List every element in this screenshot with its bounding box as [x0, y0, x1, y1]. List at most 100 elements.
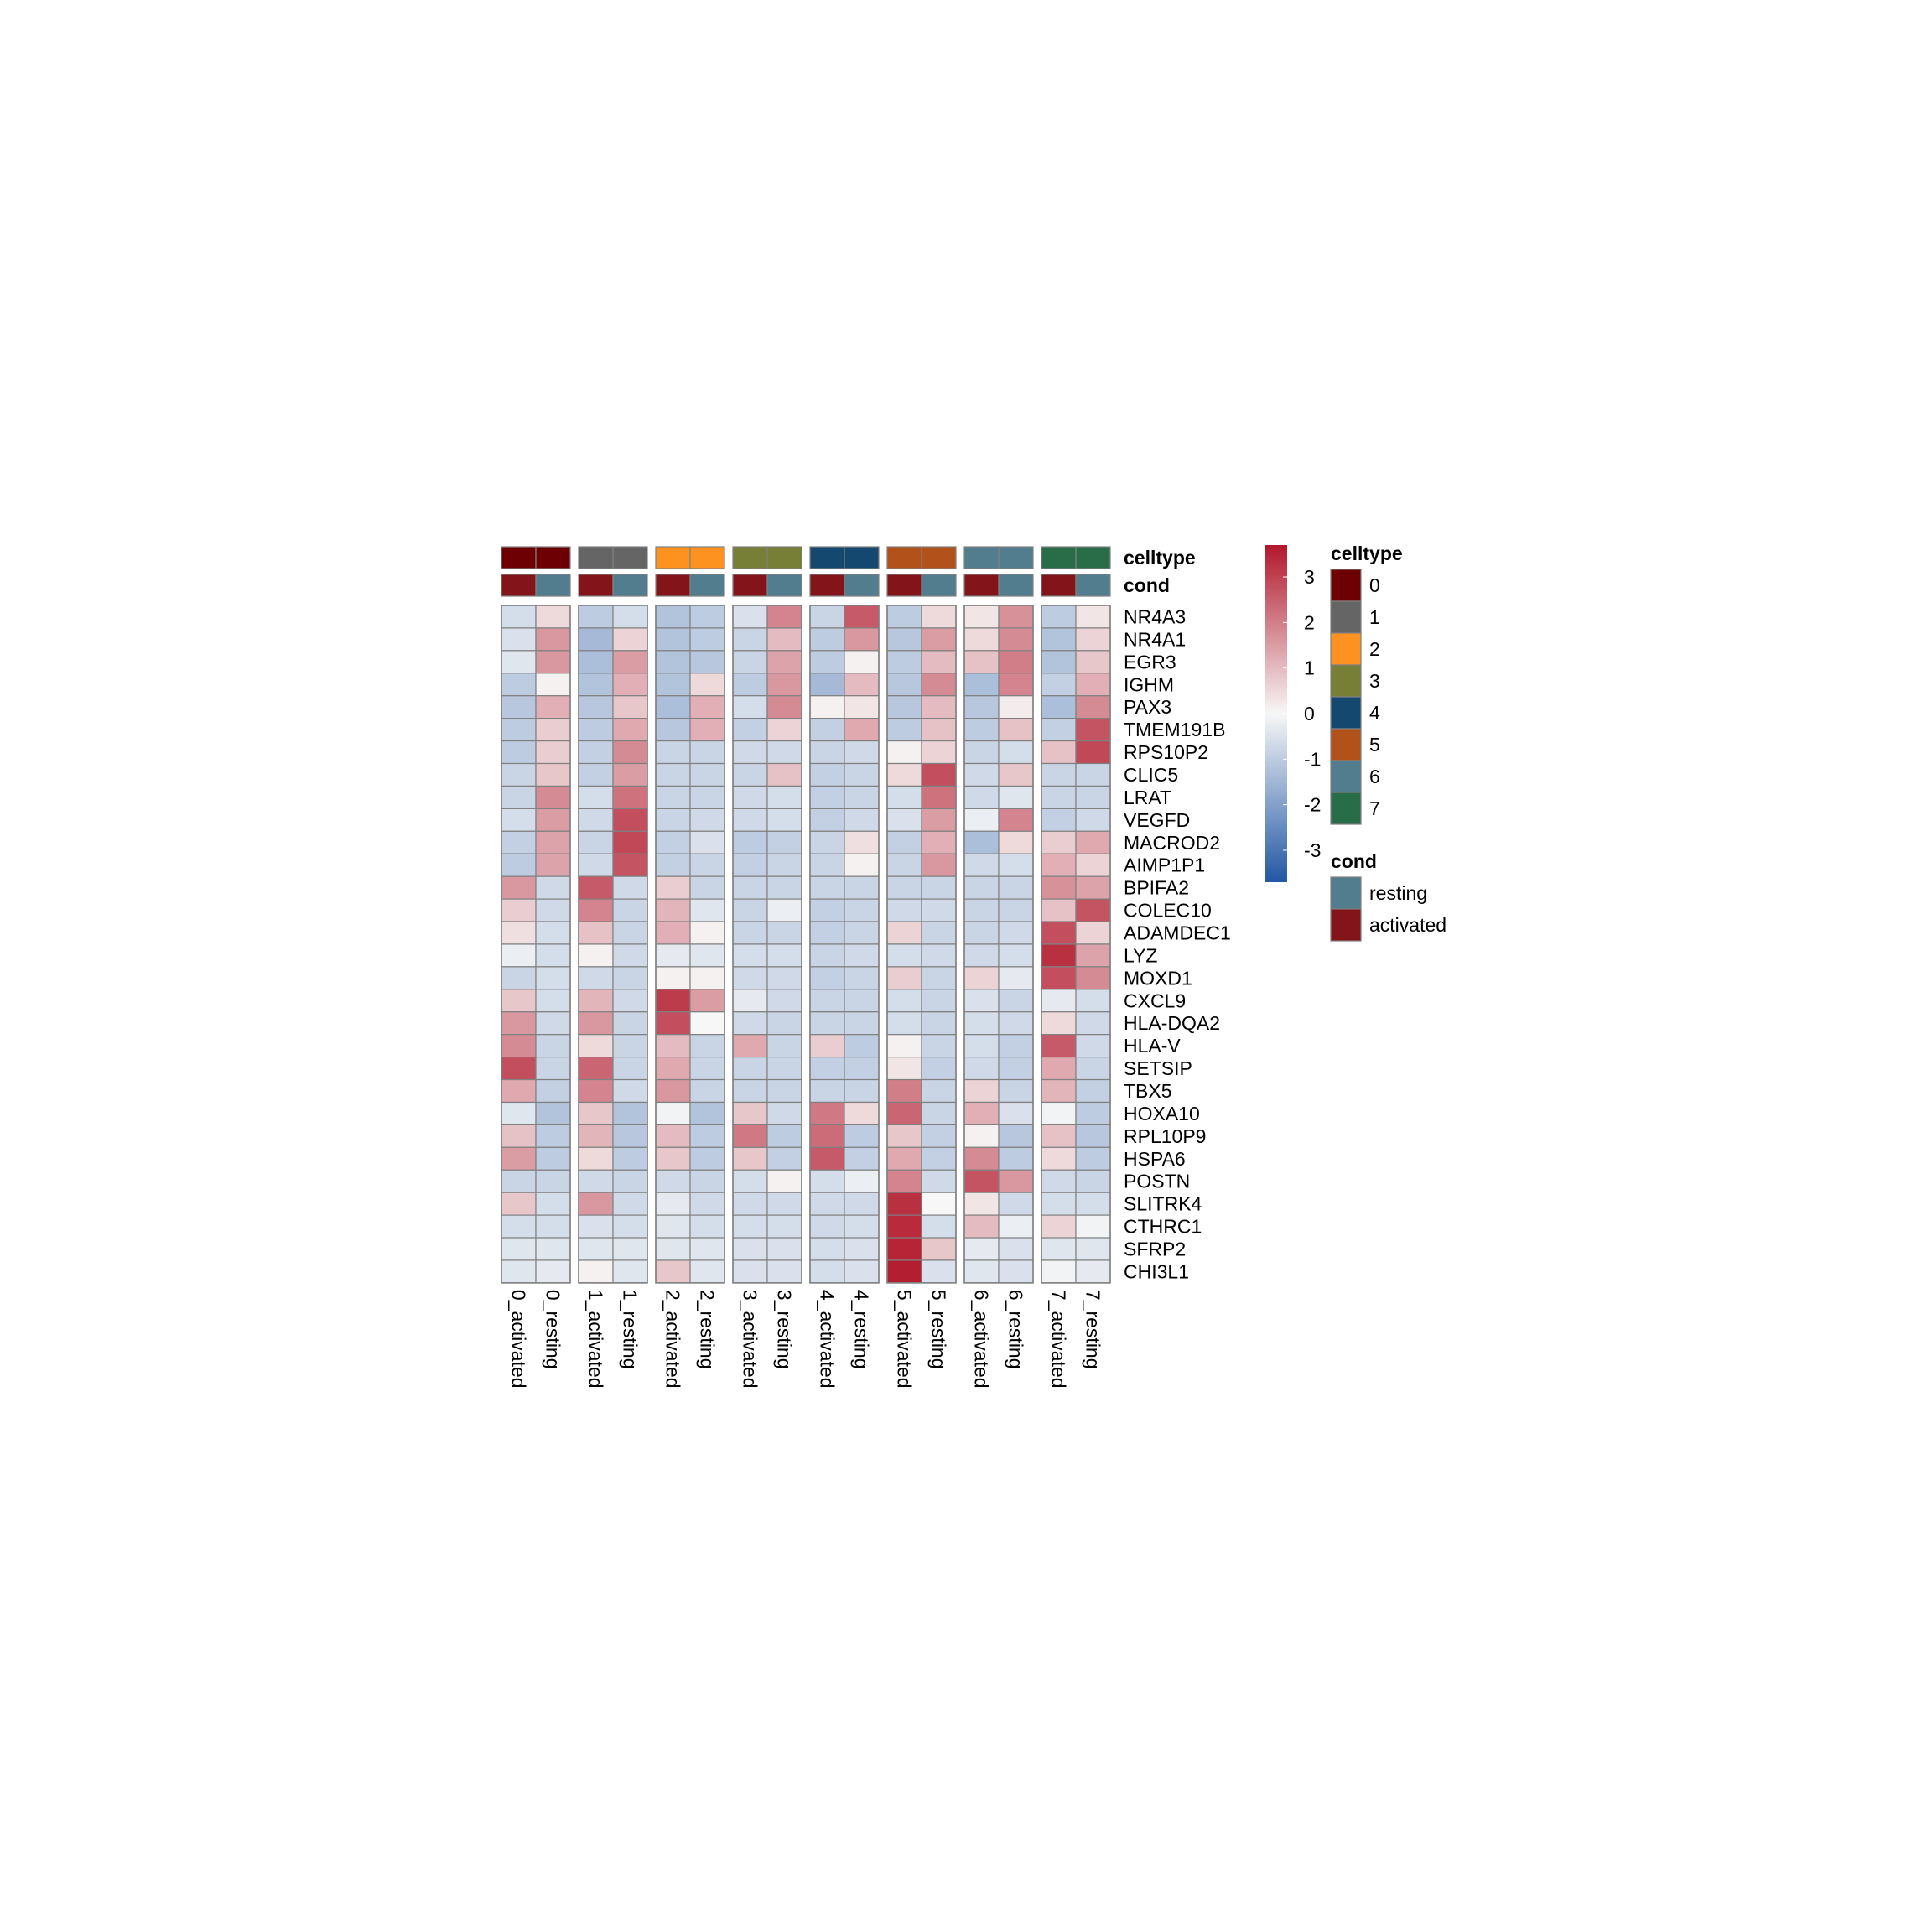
row-label: SETSIP: [1124, 1057, 1192, 1079]
heatmap-cell: [655, 853, 691, 877]
heatmap-cell: [886, 627, 922, 652]
row-label: CLIC5: [1124, 764, 1178, 786]
heatmap-cell: [921, 943, 957, 968]
heatmap-cell: [612, 875, 648, 900]
heatmap-cell: [1075, 830, 1111, 854]
row-label: NR4A3: [1124, 605, 1186, 627]
heatmap-cell: [612, 943, 648, 968]
heatmap-cell: [766, 943, 802, 968]
celltype-annotation-cell: [886, 546, 922, 569]
heatmap-cell: [578, 1056, 614, 1081]
heatmap-cell: [612, 1192, 648, 1216]
heatmap-cell: [998, 718, 1034, 742]
row-label: NR4A1: [1124, 628, 1186, 650]
heatmap-cell: [535, 853, 571, 877]
row-label: TMEM191B: [1124, 719, 1225, 740]
heatmap-cell: [886, 830, 922, 854]
row-label: RPL10P9: [1124, 1125, 1206, 1147]
legend-swatch-celltype: [1330, 696, 1362, 730]
heatmap-cell: [766, 1259, 802, 1284]
heatmap-cell: [501, 627, 537, 652]
heatmap-cell: [732, 1011, 768, 1036]
heatmap-cell: [886, 1237, 922, 1261]
heatmap-cell: [998, 989, 1034, 1013]
heatmap-cell: [732, 1101, 768, 1125]
heatmap-cell: [655, 966, 691, 990]
heatmap-cell: [809, 1146, 845, 1171]
heatmap-cell: [501, 785, 537, 809]
heatmap-cell: [998, 1011, 1034, 1036]
heatmap-cell: [655, 605, 691, 629]
heatmap-cell: [501, 1259, 537, 1284]
heatmap-cell: [809, 989, 845, 1013]
heatmap-cell: [766, 875, 802, 900]
heatmap-cell: [963, 1078, 1000, 1104]
row-label: VEGFD: [1124, 809, 1190, 831]
legend-label-celltype: 6: [1369, 766, 1380, 787]
heatmap-cell: [766, 627, 802, 652]
heatmap-cell: [655, 1169, 691, 1193]
row-label: COLEC10: [1124, 900, 1212, 922]
heatmap-cell: [998, 1259, 1034, 1284]
heatmap-cell: [1041, 627, 1077, 652]
heatmap-cell: [921, 898, 957, 922]
heatmap-cell: [578, 1034, 614, 1058]
heatmap-cell: [535, 830, 571, 854]
row-label: HOXA10: [1124, 1103, 1200, 1124]
heatmap-cell: [732, 1192, 768, 1216]
heatmap-cell: [844, 1259, 880, 1284]
heatmap-cell: [1075, 966, 1111, 990]
heatmap-cell: [998, 673, 1034, 697]
heatmap-cell: [844, 605, 880, 629]
heatmap-cell: [1041, 1124, 1077, 1148]
heatmap-cell: [655, 1078, 691, 1104]
row-label: BPIFA2: [1124, 877, 1189, 899]
heatmap-cell: [921, 808, 957, 832]
heatmap-cell: [886, 989, 922, 1013]
heatmap-cell: [612, 1011, 648, 1036]
celltype-annotation-cell: [535, 546, 571, 569]
heatmap-cell: [1075, 1259, 1111, 1284]
heatmap-cell: [578, 943, 614, 968]
heatmap-cell: [501, 1214, 537, 1239]
heatmap-cell: [732, 1034, 768, 1058]
heatmap-cell: [501, 943, 537, 968]
column-label: 5_activated: [894, 1290, 916, 1389]
celltype-annotation-cell: [998, 546, 1034, 569]
heatmap-cell: [1041, 875, 1077, 900]
heatmap-cell: [844, 898, 880, 922]
heatmap-cell: [501, 808, 537, 832]
heatmap-cell: [886, 1034, 922, 1058]
heatmap-cell: [655, 718, 691, 742]
heatmap-cell: [963, 875, 1000, 900]
heatmap-cell: [963, 1034, 1000, 1058]
heatmap-cell: [1041, 1169, 1077, 1193]
celltype-annotation-cell: [501, 546, 537, 569]
heatmap-cell: [844, 943, 880, 968]
heatmap-cell: [1041, 989, 1077, 1013]
heatmap-group-outline: [809, 605, 880, 1284]
heatmap-group-outline: [1041, 605, 1111, 1284]
heatmap-cell: [1075, 650, 1111, 674]
heatmap-cell: [809, 1237, 845, 1261]
heatmap-cell: [766, 1169, 802, 1193]
heatmap-cell: [844, 921, 880, 945]
heatmap-cell: [886, 1146, 922, 1171]
heatmap-cell: [732, 605, 768, 629]
heatmap-cell: [655, 1214, 691, 1239]
heatmap-cell: [844, 1101, 880, 1125]
heatmap-cell: [612, 695, 648, 719]
cond-annotation-cell: [886, 574, 922, 597]
heatmap-cell: [535, 762, 571, 787]
legend-title-celltype: celltype: [1331, 543, 1403, 564]
heatmap-cell: [612, 1078, 648, 1104]
heatmap-group-outline: [886, 605, 957, 1284]
heatmap-cell: [535, 1124, 571, 1148]
heatmap-cell: [501, 1146, 537, 1171]
row-label: AIMP1P1: [1124, 854, 1205, 876]
heatmap-cell: [766, 989, 802, 1013]
heatmap-cell: [535, 943, 571, 968]
heatmap-cell: [501, 853, 537, 877]
heatmap-cell: [886, 966, 922, 990]
heatmap-group-outline: [501, 605, 571, 1284]
